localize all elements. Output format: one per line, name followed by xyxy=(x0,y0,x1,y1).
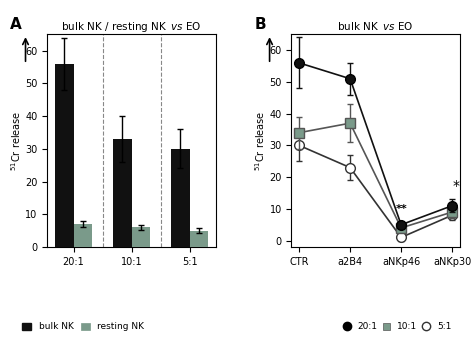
Bar xyxy=(132,227,150,247)
Y-axis label: $^{51}$Cr release: $^{51}$Cr release xyxy=(9,110,23,171)
Legend: bulk NK, resting NK: bulk NK, resting NK xyxy=(19,319,147,335)
Bar xyxy=(73,224,92,247)
Y-axis label: $^{51}$Cr release: $^{51}$Cr release xyxy=(253,110,266,171)
Title: bulk NK  $\mathit{vs}$ EO: bulk NK $\mathit{vs}$ EO xyxy=(337,20,414,32)
Text: **: ** xyxy=(395,204,407,214)
Text: B: B xyxy=(255,17,266,32)
Text: *: * xyxy=(452,179,459,193)
Legend: 20:1, 10:1, 5:1: 20:1, 10:1, 5:1 xyxy=(339,319,455,335)
Bar xyxy=(190,230,208,247)
Bar xyxy=(171,149,190,247)
Bar xyxy=(113,139,132,247)
Title: bulk NK / resting NK  $\mathit{vs}$ EO: bulk NK / resting NK $\mathit{vs}$ EO xyxy=(61,20,202,34)
Text: A: A xyxy=(10,17,22,32)
Bar xyxy=(55,64,73,247)
